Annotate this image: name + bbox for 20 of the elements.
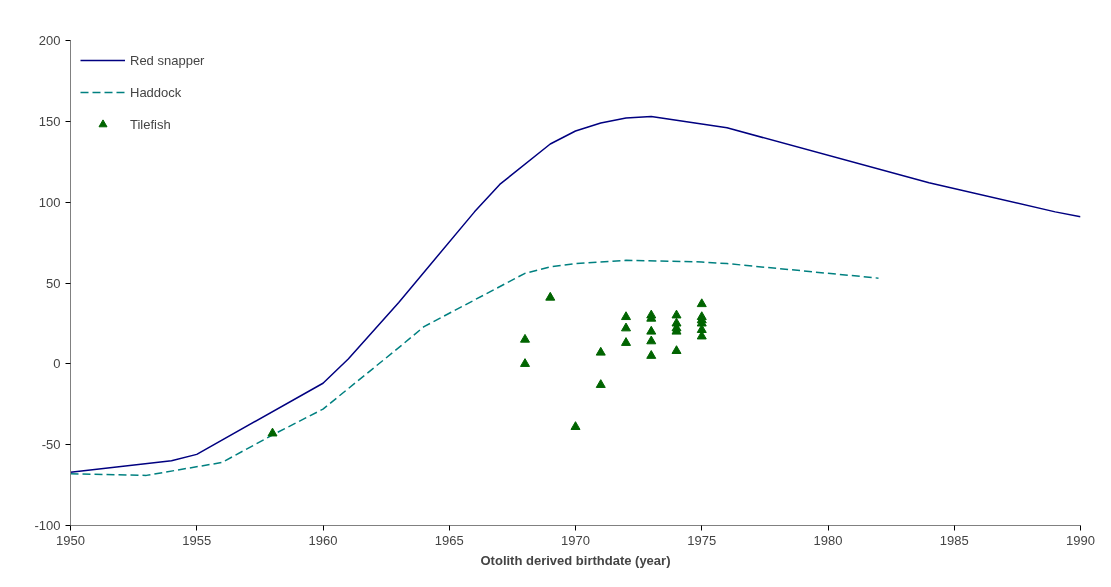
x-tick-label: 1980 [813, 532, 843, 548]
x-axis-title: Otolith derived birthdate (year) [480, 552, 671, 568]
legend-label: Red snapper [130, 52, 205, 68]
y-tick-label: 150 [38, 113, 61, 129]
y-tick-label: 0 [53, 356, 61, 372]
x-tick-label: 1970 [561, 532, 590, 548]
legend-label: Tilefish [130, 116, 171, 132]
x-tick-label: 1960 [308, 532, 338, 548]
x-tick-label: 1975 [687, 532, 717, 548]
x-tick-label: 1990 [1066, 532, 1095, 548]
x-tick-label: 1965 [434, 532, 464, 548]
x-tick-label: 1955 [182, 532, 212, 548]
legend-label: Haddock [130, 84, 182, 100]
y-tick-label: 50 [46, 275, 61, 291]
y-tick-label: 100 [38, 194, 61, 210]
x-tick-label: 1985 [939, 532, 969, 548]
x-tick-label: 1950 [56, 532, 85, 548]
y-tick-label: -100 [34, 518, 61, 533]
y-tick-label: 200 [38, 33, 61, 48]
y-tick-label: -50 [41, 437, 61, 453]
